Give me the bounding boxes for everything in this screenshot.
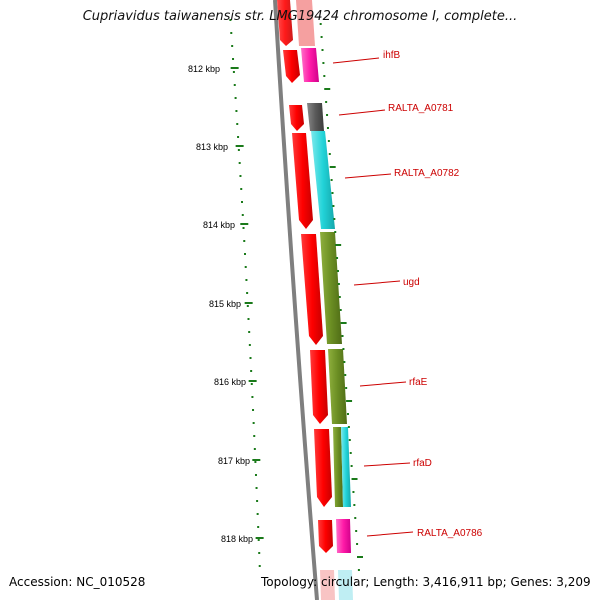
gene-block-cyan bbox=[338, 570, 353, 600]
ruler-ticks bbox=[229, 19, 264, 567]
gene-label: rfaD bbox=[413, 458, 432, 469]
gene-labels: ihfB RALTA_A0781 RALTA_A0782 ugd rfaE rf… bbox=[383, 50, 483, 539]
leader-line bbox=[338, 109, 386, 116]
gene-block-olive bbox=[333, 427, 343, 507]
ruler-label: 816 kbp bbox=[214, 377, 246, 387]
leader-line bbox=[332, 57, 380, 64]
cds-arrow bbox=[292, 133, 313, 229]
ruler-label: 817 kbp bbox=[218, 456, 250, 466]
gene-label: RALTA_A0786 bbox=[417, 528, 483, 539]
ruler-label: 818 kbp bbox=[221, 534, 253, 544]
gene-block-magenta bbox=[336, 519, 351, 553]
ruler-label: 815 kbp bbox=[209, 299, 241, 309]
cds-arrow bbox=[283, 50, 300, 83]
leader-line bbox=[366, 531, 414, 537]
map-title: Cupriavidus taiwanensis str. LMG19424 ch… bbox=[82, 9, 518, 24]
ruler-label: 812 kbp bbox=[188, 64, 220, 74]
gene-label: rfaE bbox=[409, 377, 428, 388]
feature-side-ticks bbox=[319, 23, 363, 571]
leader-line bbox=[363, 462, 411, 467]
cds-arrow bbox=[320, 570, 335, 600]
ruler-label: 814 kbp bbox=[203, 220, 235, 230]
cds-arrow bbox=[318, 520, 333, 553]
cds-arrow bbox=[277, 0, 293, 46]
gene-block-olive bbox=[328, 349, 347, 424]
gene-label: ihfB bbox=[383, 50, 401, 61]
gene-block-cyan bbox=[311, 131, 335, 229]
cds-arrow bbox=[310, 350, 328, 424]
gene-block-cyan bbox=[341, 427, 351, 507]
cds-arrow bbox=[301, 234, 323, 345]
gene-block-grey bbox=[307, 103, 324, 131]
gene-label-leaders bbox=[332, 57, 414, 537]
gene-block-magenta bbox=[301, 48, 319, 82]
cds-arrow bbox=[314, 429, 332, 507]
topology-text: Topology: circular; Length: 3,416,911 bp… bbox=[261, 575, 591, 589]
gene-label: RALTA_A0781 bbox=[388, 103, 454, 114]
gene-features bbox=[277, 0, 353, 600]
gene-label: RALTA_A0782 bbox=[394, 168, 460, 179]
leader-line bbox=[353, 280, 401, 286]
cds-arrow bbox=[289, 105, 304, 131]
ruler-label: 813 kbp bbox=[196, 142, 228, 152]
gene-label: ugd bbox=[403, 277, 420, 288]
genome-backbone bbox=[273, 0, 319, 600]
accession-text: Accession: NC_010528 bbox=[9, 575, 146, 589]
leader-line bbox=[359, 381, 407, 387]
gene-block bbox=[296, 0, 315, 46]
ruler-tick-labels: 812 kbp 813 kbp 814 kbp 815 kbp 816 kbp … bbox=[188, 64, 253, 544]
leader-line bbox=[344, 173, 392, 179]
gene-block-olive bbox=[320, 232, 342, 344]
